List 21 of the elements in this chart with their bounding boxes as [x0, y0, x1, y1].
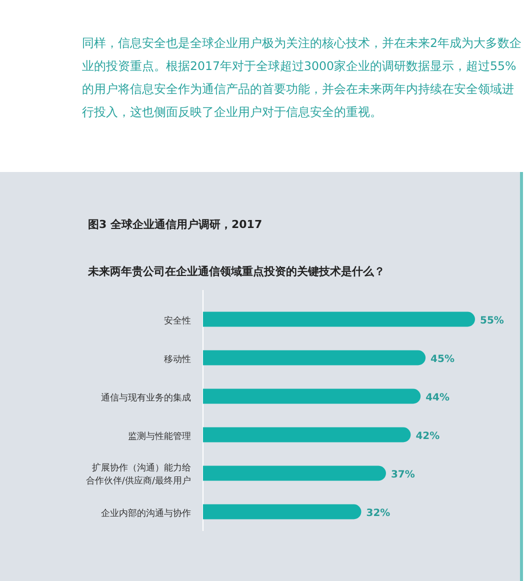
data-label: 42% [416, 430, 440, 442]
chart-title: 图3 全球企业通信用户调研，2017 [88, 217, 262, 232]
bar [203, 388, 421, 404]
y-tick-label: 通信与现有业务的集成 [101, 392, 191, 404]
bar [203, 427, 411, 442]
bar [203, 466, 386, 481]
data-label: 32% [366, 508, 390, 519]
y-tick-label: 扩展协作（沟通）能力给合作伙伴/供应商/最终用户 [86, 462, 191, 486]
text: 同样，信息安全也是全球企业用户极为关注的核心技术，并在未来2年成为大多数企业的投资重点。根据2017年对于全球超过3000家企业的调研数据显示，超过55%的用户将信息安全作为通信产品的首要功能，并会在未来两年内持续在安全领域进行投入，这也侧面反映了企业用户对于信息安全的重视。 [82, 35, 522, 121]
data-label: 45% [430, 354, 454, 365]
y-tick-label: 监测与性能管理 [128, 430, 191, 442]
bar [203, 350, 426, 366]
bar [203, 312, 475, 327]
y-tick-label: 安全性 [164, 315, 191, 326]
data-label: 55% [480, 315, 504, 326]
data-label: 37% [390, 469, 415, 480]
y-tick-label: 企业内部的沟通与协作 [101, 508, 191, 519]
bar [203, 504, 362, 520]
y-tick-label: 移动性 [164, 354, 191, 365]
chart-subtitle: 未来两年贵公司在企业通信领域重点投资的关键技术是什么？ [88, 264, 385, 279]
data-label: 44% [426, 392, 450, 404]
